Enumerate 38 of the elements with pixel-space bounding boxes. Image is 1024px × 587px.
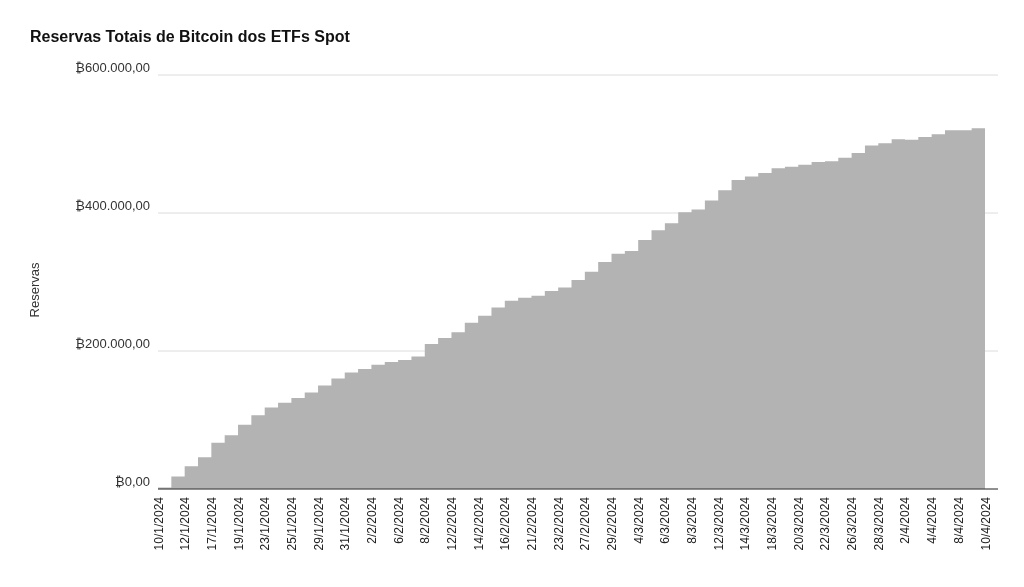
y-tick-label: ₿0,00: [115, 473, 150, 489]
x-tick-label: 12/2/2024: [444, 496, 459, 551]
x-tick-label: 4/3/2024: [631, 496, 646, 544]
y-tick-label: ₿600.000,00: [75, 59, 150, 75]
x-tick-label: 26/3/2024: [845, 496, 860, 551]
x-tick-label: 29/2/2024: [605, 496, 620, 551]
x-tick-label: 12/1/2024: [178, 496, 193, 551]
x-tick-label: 31/1/2024: [338, 496, 353, 551]
x-tick-label: 2/2/2024: [364, 496, 379, 544]
x-tick-label: 21/2/2024: [525, 496, 539, 551]
y-axis-title: Reservas: [26, 262, 42, 318]
y-tick-label: ₿200.000,00: [75, 335, 150, 351]
x-tick-label: 14/2/2024: [471, 496, 486, 551]
x-tick-label: 10/4/2024: [978, 496, 993, 551]
y-tick-label: ₿400.000,00: [75, 197, 150, 213]
x-tick-label: 19/1/2024: [231, 496, 246, 551]
x-tick-label: 28/3/2024: [871, 496, 886, 551]
x-tick-label: 8/4/2024: [951, 496, 966, 544]
x-tick-label: 23/2/2024: [551, 496, 566, 551]
x-tick-label: 14/3/2024: [738, 496, 753, 551]
x-tick-label: 20/3/2024: [791, 496, 806, 551]
x-tick-label: 10/1/2024: [151, 496, 166, 551]
x-tick-label: 25/1/2024: [284, 496, 299, 551]
x-tick-label: 8/3/2024: [685, 496, 700, 544]
x-tick-label: 6/3/2024: [658, 496, 673, 544]
x-tick-label: 17/1/2024: [204, 496, 219, 551]
x-tick-label: 8/2/2024: [418, 496, 433, 544]
x-tick-label: 2/4/2024: [898, 496, 913, 544]
x-tick-label: 27/2/2024: [578, 496, 593, 551]
x-tick-label: 4/4/2024: [925, 496, 940, 544]
x-tick-label: 16/2/2024: [498, 496, 513, 551]
x-tick-label: 23/1/2024: [258, 496, 273, 551]
x-tick-label: 6/2/2024: [391, 496, 406, 544]
x-tick-label: 22/3/2024: [818, 496, 833, 551]
x-tick-label: 29/1/2024: [311, 496, 326, 551]
chart-title: Reservas Totais de Bitcoin dos ETFs Spot: [30, 28, 350, 46]
x-tick-label: 18/3/2024: [765, 496, 780, 551]
x-tick-label: 12/3/2024: [711, 496, 726, 551]
